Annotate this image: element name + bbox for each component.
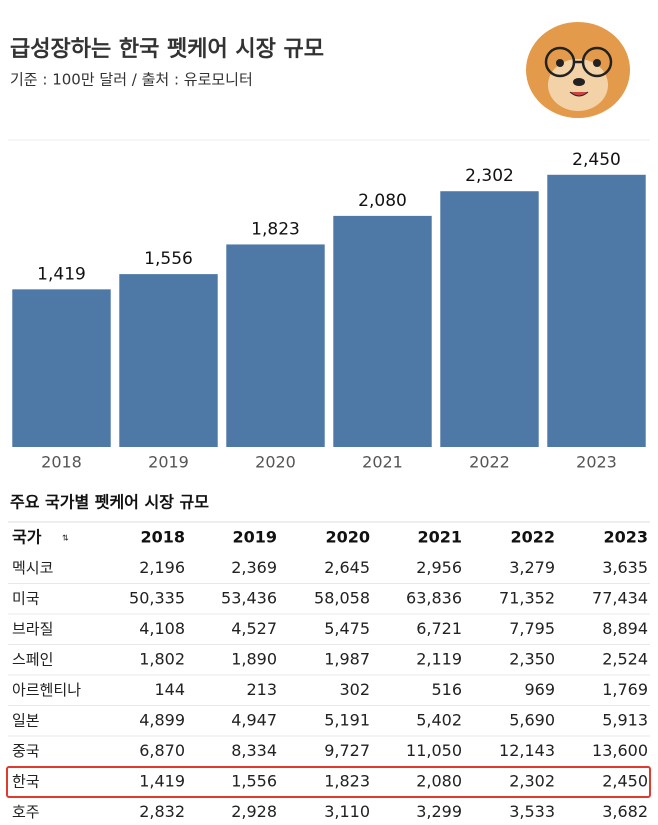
table-cell: 4,108: [139, 619, 185, 638]
column-header: 2021: [417, 528, 462, 547]
table-cell: 53,436: [221, 589, 277, 608]
sort-icon[interactable]: ⇅: [62, 534, 69, 543]
column-header: 2019: [232, 528, 277, 547]
bar: [119, 274, 218, 447]
table-cell: 63,836: [406, 589, 462, 608]
value-label: 1,556: [144, 249, 193, 269]
table-cell: 2,080: [416, 772, 462, 791]
table-cell: 213: [246, 680, 277, 699]
table-cell: 4,947: [231, 711, 277, 730]
table-cell: 302: [339, 680, 370, 699]
x-tick-label: 2023: [576, 453, 617, 472]
table-cell: 77,434: [592, 589, 648, 608]
table-cell: 3,682: [602, 802, 648, 821]
value-label: 1,419: [37, 264, 86, 284]
table-cell: 5,402: [416, 711, 462, 730]
table-cell: 5,913: [602, 711, 648, 730]
table-cell: 5,690: [509, 711, 555, 730]
country-name: 스페인: [12, 651, 53, 669]
table-cell: 3,635: [602, 558, 648, 577]
table-cell: 2,196: [139, 558, 185, 577]
table-cell: 6,870: [139, 741, 185, 760]
country-name: 중국: [12, 742, 40, 760]
table-cell: 2,956: [416, 558, 462, 577]
value-label: 1,823: [251, 219, 300, 239]
value-label: 2,080: [358, 191, 407, 211]
table-cell: 13,600: [592, 741, 648, 760]
table-cell: 9,727: [324, 741, 370, 760]
x-tick-label: 2019: [148, 453, 189, 472]
value-label: 2,302: [465, 166, 514, 186]
table-cell: 8,334: [231, 741, 277, 760]
table-cell: 4,527: [231, 619, 277, 638]
table-cell: 1,419: [139, 772, 185, 791]
table-cell: 2,450: [602, 772, 648, 791]
table-cell: 2,832: [139, 802, 185, 821]
column-header: 2022: [510, 528, 555, 547]
table-cell: 2,369: [231, 558, 277, 577]
country-name: 멕시코: [12, 559, 53, 577]
table-cell: 144: [154, 680, 185, 699]
chart-title: 급성장하는 한국 펫케어 시장 규모: [10, 37, 324, 62]
table-cell: 2,119: [416, 650, 462, 669]
table-cell: 2,645: [324, 558, 370, 577]
table-title: 주요 국가별 펫케어 시장 규모: [10, 493, 209, 512]
table-cell: 2,350: [509, 650, 555, 669]
country-name: 일본: [12, 712, 40, 730]
table-cell: 8,894: [602, 619, 648, 638]
dog-illustration: [526, 22, 630, 118]
table-cell: 4,899: [139, 711, 185, 730]
table-cell: 50,335: [129, 589, 185, 608]
highlight-box: [6, 766, 651, 798]
chart-subtitle: 기준 : 100만 달러 / 출처 : 유로모니터: [10, 71, 253, 89]
table-cell: 3,533: [509, 802, 555, 821]
column-header: 2018: [140, 528, 185, 547]
table-cell: 7,795: [509, 619, 555, 638]
country-name: 미국: [12, 590, 40, 608]
value-label: 2,450: [572, 150, 621, 170]
country-name: 한국: [12, 773, 40, 791]
column-header: 2023: [603, 528, 648, 547]
table-cell: 1,556: [231, 772, 277, 791]
table-cell: 6,721: [416, 619, 462, 638]
table-cell: 2,524: [602, 650, 648, 669]
table-cell: 3,110: [324, 802, 370, 821]
x-tick-label: 2020: [255, 453, 296, 472]
table-cell: 2,302: [509, 772, 555, 791]
column-header: 국가: [12, 528, 42, 547]
x-tick-label: 2018: [41, 453, 82, 472]
table-cell: 516: [431, 680, 462, 699]
country-name: 호주: [12, 803, 40, 821]
bar: [333, 215, 432, 447]
table-cell: 5,191: [324, 711, 370, 730]
country-name: 아르헨티나: [12, 681, 81, 699]
bar: [547, 174, 646, 447]
bar: [226, 244, 325, 447]
table-cell: 2,928: [231, 802, 277, 821]
table-cell: 3,299: [416, 802, 462, 821]
column-header: 2020: [325, 528, 370, 547]
table-cell: 3,279: [509, 558, 555, 577]
table-cell: 5,475: [324, 619, 370, 638]
x-tick-label: 2021: [362, 453, 403, 472]
table-cell: 71,352: [499, 589, 555, 608]
table-cell: 11,050: [406, 741, 462, 760]
table-cell: 1,987: [324, 650, 370, 669]
x-tick-label: 2022: [469, 453, 510, 472]
country-name: 브라질: [12, 620, 53, 638]
bar: [12, 289, 111, 447]
bar: [440, 191, 539, 447]
table-cell: 1,890: [231, 650, 277, 669]
table-cell: 969: [524, 680, 555, 699]
table-cell: 1,769: [602, 680, 648, 699]
table-cell: 1,823: [324, 772, 370, 791]
table-cell: 12,143: [499, 741, 555, 760]
table-cell: 1,802: [139, 650, 185, 669]
table-cell: 58,058: [314, 589, 370, 608]
